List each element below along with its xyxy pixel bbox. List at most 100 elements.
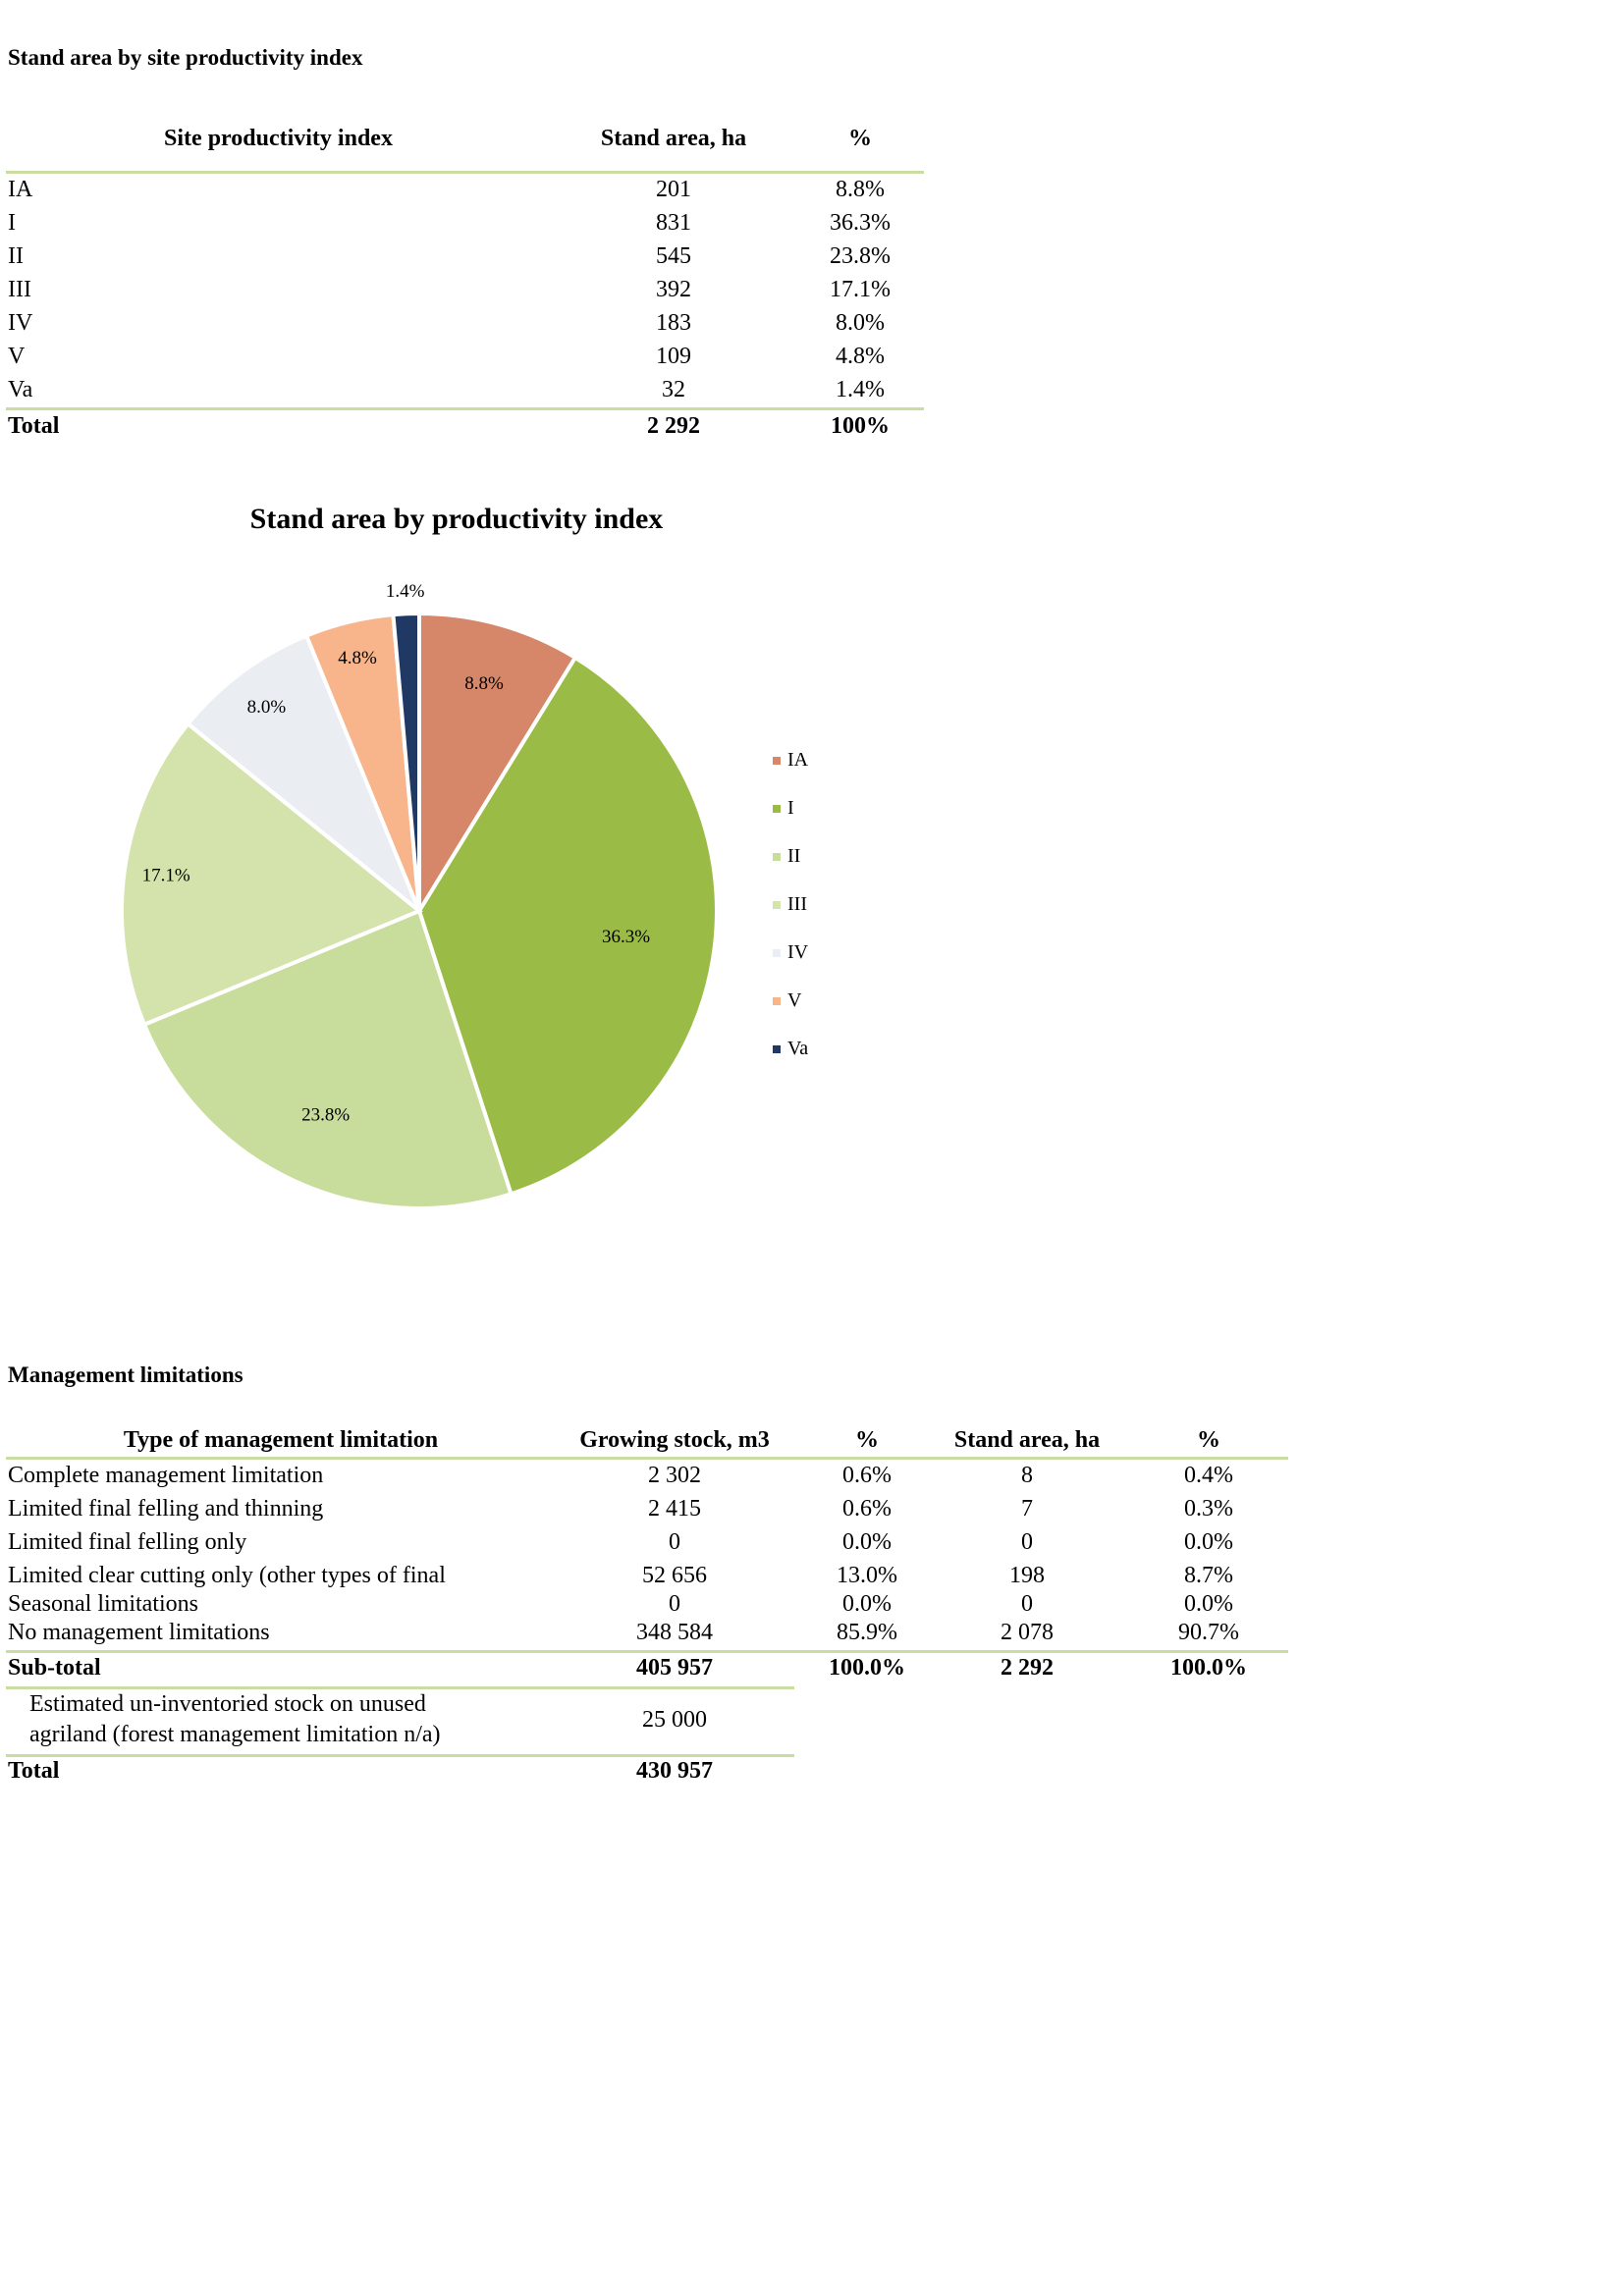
- stand-area-cell: 0: [1021, 1591, 1033, 1617]
- unused-agriland-row: Estimated un-inventoried stock on unused…: [6, 1686, 794, 1754]
- site-index-cell: IV: [8, 310, 33, 336]
- percent-cell: 8.8%: [836, 177, 885, 202]
- subtotal-area-percent: 100.0%: [1170, 1655, 1247, 1681]
- subtotal-label: Sub-total: [8, 1655, 101, 1681]
- stand-area-cell: 2 078: [1001, 1620, 1054, 1645]
- pie-slice-iii: [120, 721, 423, 1028]
- legend-swatch-v: [773, 997, 781, 1005]
- legend-swatch-va: [773, 1045, 781, 1053]
- table-row: IV 183 8.0%: [6, 307, 924, 341]
- data-label-ii: 23.8%: [301, 1104, 350, 1125]
- area-percent-cell: 0.0%: [1184, 1529, 1233, 1555]
- stand-area-cell: 7: [1021, 1496, 1033, 1522]
- total-row: Total 430 957: [6, 1754, 794, 1790]
- data-label-ia: 8.8%: [464, 673, 504, 694]
- area-percent-cell: 0.4%: [1184, 1463, 1233, 1488]
- header-area-percent: %: [1197, 1427, 1220, 1453]
- unused-stock: 25 000: [642, 1707, 707, 1733]
- pie-slice-i: [416, 655, 719, 1197]
- total-label: Total: [8, 413, 60, 439]
- table-header: Site productivity index Stand area, ha %: [6, 122, 924, 174]
- stand-area-cell: 198: [1009, 1563, 1045, 1588]
- pie-slice-ia: [417, 611, 578, 919]
- table-row: III 392 17.1%: [6, 274, 924, 307]
- stand-area-cell: 109: [656, 344, 691, 369]
- total-percent: 100%: [831, 413, 890, 439]
- stock-percent-cell: 13.0%: [837, 1563, 897, 1588]
- table-row: Limited clear cutting only (other types …: [6, 1560, 1288, 1588]
- header-stand-area: Stand area, ha: [600, 126, 747, 151]
- data-label-iii: 17.1%: [142, 866, 190, 886]
- data-label-iv: 8.0%: [247, 697, 287, 718]
- limitation-type-cell: Seasonal limitations: [8, 1591, 198, 1617]
- table-row: Limited final felling only 0 0.0% 0 0.0%: [6, 1526, 1288, 1560]
- stock-percent-cell: 0.0%: [842, 1529, 892, 1555]
- legend-swatch-ii: [773, 853, 781, 861]
- data-label-v: 4.8%: [338, 648, 377, 668]
- table-row: No management limitations 348 584 85.9% 2 0…: [6, 1617, 1288, 1650]
- site-index-cell: IA: [8, 177, 33, 202]
- growing-stock-cell: 52 656: [642, 1563, 707, 1588]
- table-header: Type of management limitation Growing st…: [6, 1423, 1288, 1460]
- stand-area-cell: 183: [656, 310, 691, 336]
- legend-label-v: V: [787, 989, 802, 1011]
- area-percent-cell: 8.7%: [1184, 1563, 1233, 1588]
- table-row: Limited final felling and thinning 2 415 0…: [6, 1493, 1288, 1526]
- percent-cell: 8.0%: [836, 310, 885, 336]
- area-percent-cell: 0.0%: [1184, 1591, 1233, 1617]
- table-total-row: Total 2 292 100%: [6, 407, 924, 444]
- section-title-management: Management limitations: [8, 1362, 244, 1387]
- header-stand-area: Stand area, ha: [953, 1427, 1101, 1453]
- limitation-type-cell: Limited final felling only: [8, 1529, 247, 1555]
- subtotal-stock: 405 957: [636, 1655, 713, 1681]
- stand-area-cell: 201: [656, 177, 691, 202]
- table-body: Complete management limitation 2 302 0.6% 8…: [6, 1460, 1288, 1650]
- legend-label-ii: II: [787, 845, 800, 867]
- site-index-cell: V: [8, 344, 26, 369]
- total-stock: 430 957: [636, 1758, 713, 1784]
- limitation-type-cell: Limited final felling and thinning: [8, 1496, 324, 1522]
- legend-swatch-ia: [773, 757, 781, 765]
- data-label-va: 1.4%: [386, 581, 425, 602]
- site-index-cell: Va: [8, 377, 33, 402]
- table-row: Complete management limitation 2 302 0.6% 8…: [6, 1460, 1288, 1493]
- limitation-type-cell: Complete management limitation: [8, 1463, 324, 1488]
- section-title-productivity: Stand area by site productivity index: [8, 45, 363, 70]
- growing-stock-cell: 0: [669, 1529, 680, 1555]
- area-percent-cell: 0.3%: [1184, 1496, 1233, 1522]
- stock-percent-cell: 0.0%: [842, 1591, 892, 1617]
- legend-label-iv: IV: [787, 941, 809, 963]
- productivity-table: Site productivity index Stand area, ha %…: [6, 122, 924, 444]
- legend-label-va: Va: [787, 1038, 808, 1059]
- pie-slice-iv: [185, 633, 421, 913]
- legend-swatch-iv: [773, 949, 781, 957]
- percent-cell: 23.8%: [830, 243, 891, 269]
- header-growing-stock: Growing stock, m3: [579, 1427, 770, 1453]
- growing-stock-cell: 348 584: [636, 1620, 713, 1645]
- stand-area-cell: 831: [656, 210, 691, 236]
- legend-label-i: I: [787, 797, 794, 819]
- header-limitation-type: Type of management limitation: [123, 1427, 439, 1453]
- percent-cell: 1.4%: [836, 377, 885, 402]
- growing-stock-cell: 2 302: [648, 1463, 701, 1488]
- percent-cell: 17.1%: [830, 277, 891, 302]
- header-percent: %: [848, 126, 872, 151]
- header-stock-percent: %: [855, 1427, 879, 1453]
- pie-chart: 8.8%36.3%23.8%17.1%8.0%4.8%1.4%IAIIIIIII…: [120, 581, 809, 1210]
- total-area: 2 292: [647, 413, 700, 439]
- unused-label-line2: agriland (forest management limitation n…: [29, 1722, 441, 1747]
- stand-area-cell: 0: [1021, 1529, 1033, 1555]
- percent-cell: 4.8%: [836, 344, 885, 369]
- table-row: IA 201 8.8%: [6, 174, 924, 207]
- table-row: Seasonal limitations 0 0.0% 0 0.0%: [6, 1588, 1288, 1617]
- pie-slice-ii: [141, 908, 514, 1210]
- stock-percent-cell: 0.6%: [842, 1496, 892, 1522]
- legend-swatch-i: [773, 805, 781, 813]
- site-index-cell: III: [8, 277, 31, 302]
- legend-label-ia: IA: [787, 749, 809, 771]
- stand-area-cell: 8: [1021, 1463, 1033, 1488]
- stand-area-cell: 545: [656, 243, 691, 269]
- subtotal-area: 2 292: [1001, 1655, 1054, 1681]
- unused-label-line1: Estimated un-inventoried stock on unused: [29, 1691, 426, 1717]
- management-table: Type of management limitation Growing st…: [6, 1423, 1288, 1790]
